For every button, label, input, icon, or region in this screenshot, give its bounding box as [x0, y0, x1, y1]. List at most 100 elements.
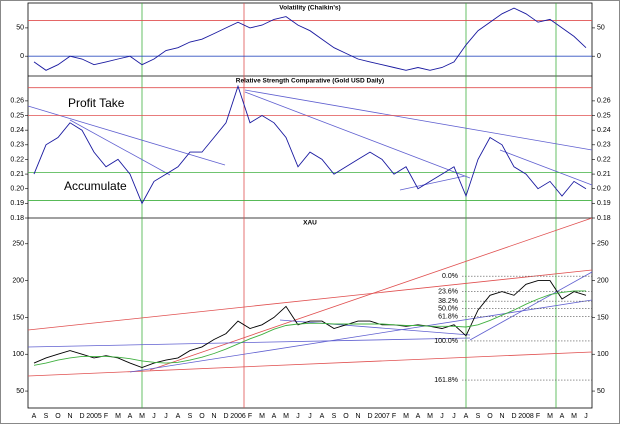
x-tick-label: S	[44, 413, 49, 420]
y-tick-label: 0.23	[10, 142, 24, 149]
y-tick-label: 0.21	[597, 171, 611, 178]
trendline	[27, 351, 593, 377]
x-tick-label: S	[332, 413, 337, 420]
x-tick-label: J	[440, 413, 444, 420]
x-tick-label: D	[223, 413, 228, 420]
fib-label: 23.6%	[438, 288, 458, 295]
y-tick-label: 250	[12, 241, 24, 248]
x-tick-label: M	[139, 413, 145, 420]
x-tick-label: A	[464, 413, 469, 420]
series-line	[33, 7, 587, 71]
fib-label: 61.8%	[438, 314, 458, 321]
y-tick-label: 50	[597, 25, 605, 32]
x-tick-label: 2005	[86, 413, 102, 420]
x-tick-label: F	[104, 413, 108, 420]
x-tick-label: F	[392, 413, 396, 420]
x-tick-label: J	[296, 413, 300, 420]
x-tick-label: M	[547, 413, 553, 420]
fib-label: 50.0%	[438, 305, 458, 312]
annotation: Profit Take	[68, 96, 125, 110]
y-tick-label: 50	[16, 388, 24, 395]
y-tick-label: 0.19	[597, 200, 611, 207]
x-tick-label: O	[343, 413, 349, 420]
x-tick-label: M	[115, 413, 121, 420]
trendline	[27, 269, 593, 331]
y-tick-label: 0.26	[597, 98, 611, 105]
y-tick-label: 0.19	[10, 200, 24, 207]
x-tick-label: A	[32, 413, 37, 420]
x-tick-label: M	[259, 413, 265, 420]
y-tick-label: 100	[597, 351, 609, 358]
x-tick-label: D	[511, 413, 516, 420]
y-tick-label: 150	[597, 314, 609, 321]
x-tick-label: M	[571, 413, 577, 420]
trendline	[399, 175, 466, 191]
series-line	[33, 290, 586, 366]
y-tick-label: 0.23	[597, 142, 611, 149]
y-tick-label: 0.24	[10, 127, 24, 134]
x-tick-label: O	[487, 413, 493, 420]
x-tick-label: A	[416, 413, 421, 420]
y-tick-label: 100	[12, 351, 24, 358]
y-tick-label: 0.25	[10, 112, 24, 119]
x-tick-label: A	[560, 413, 565, 420]
x-tick-label: F	[248, 413, 252, 420]
x-tick-label: F	[536, 413, 540, 420]
x-tick-label: N	[211, 413, 216, 420]
y-tick-label: 250	[597, 241, 609, 248]
y-tick-label: 150	[12, 314, 24, 321]
x-tick-label: S	[188, 413, 193, 420]
x-tick-label: D	[79, 413, 84, 420]
x-tick-label: O	[55, 413, 61, 420]
trendlines	[27, 89, 593, 377]
x-tick-label: 2007	[374, 413, 390, 420]
fib-label: 0.0%	[442, 273, 458, 280]
series-line	[33, 84, 587, 205]
x-tick-label: A	[320, 413, 325, 420]
panel-title: Relative Strength Comparative (Gold USD …	[236, 78, 384, 85]
y-tick-label: 0.24	[597, 127, 611, 134]
x-tick-label: J	[152, 413, 156, 420]
vertical-markers	[141, 3, 557, 408]
trendline	[69, 119, 171, 176]
trendline	[279, 319, 471, 336]
y-tick-label: 0.18	[597, 215, 611, 222]
x-tick-label: M	[427, 413, 433, 420]
y-tick-label: 200	[597, 277, 609, 284]
y-tick-label: 0.26	[10, 98, 24, 105]
x-tick-label: J	[164, 413, 168, 420]
trendline	[499, 149, 593, 186]
x-tick-label: M	[403, 413, 409, 420]
trendline	[149, 217, 593, 371]
y-tick-label: 0.25	[597, 112, 611, 119]
y-tick-label: 0	[20, 53, 24, 60]
trendline	[469, 271, 593, 341]
x-tick-label: 2008	[518, 413, 534, 420]
x-tick-label: N	[499, 413, 504, 420]
fib-label: 38.2%	[438, 298, 458, 305]
x-tick-label: N	[67, 413, 72, 420]
trendline	[27, 337, 471, 348]
panel-title: XAU	[303, 220, 317, 227]
x-tick-label: J	[584, 413, 588, 420]
x-tick-label: A	[176, 413, 181, 420]
annotation: Accumulate	[64, 179, 127, 193]
y-tick-label: 0.22	[10, 156, 24, 163]
x-tick-label: 2006	[230, 413, 246, 420]
x-tick-label: S	[476, 413, 481, 420]
x-tick-label: A	[272, 413, 277, 420]
y-tick-label: 0.22	[597, 156, 611, 163]
x-tick-label: J	[308, 413, 312, 420]
fib-label: 100.0%	[434, 338, 458, 345]
y-tick-label: 0.20	[597, 186, 611, 193]
x-tick-label: M	[283, 413, 289, 420]
y-tick-label: 50	[16, 25, 24, 32]
trendline	[244, 89, 593, 151]
y-tick-label: 50	[597, 388, 605, 395]
y-tick-label: 0.20	[10, 186, 24, 193]
series-line	[33, 280, 587, 368]
trendline	[129, 299, 593, 373]
fib-label: 161.8%	[434, 377, 458, 384]
x-tick-label: N	[355, 413, 360, 420]
